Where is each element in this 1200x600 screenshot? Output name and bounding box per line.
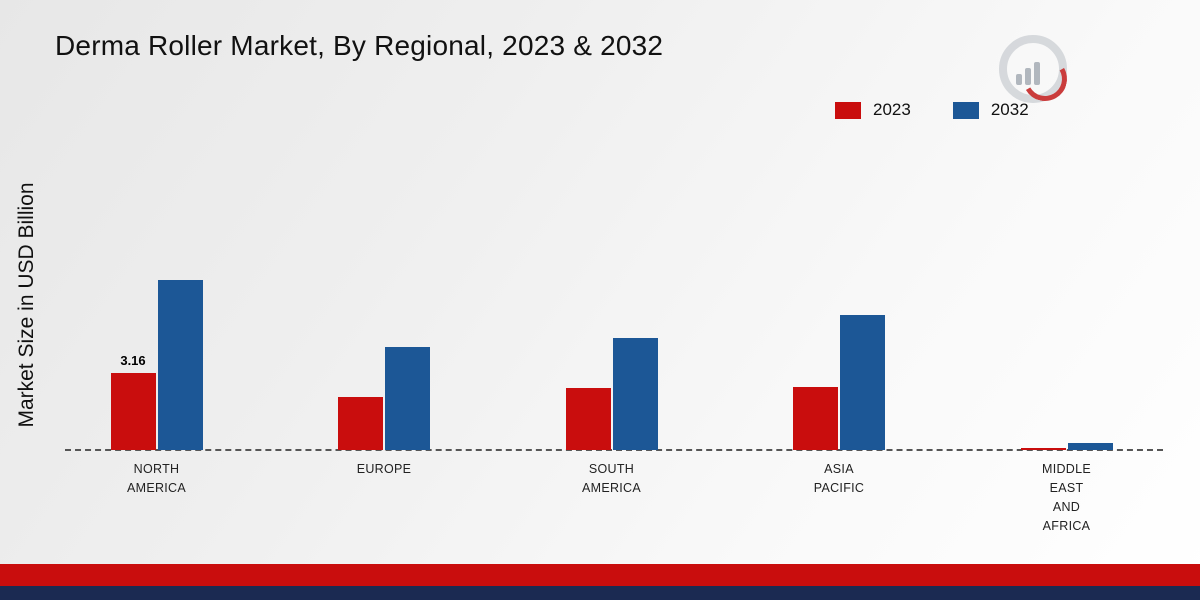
category-label-middle-east-and-africa: MIDDLE EAST AND AFRICA [1041, 462, 1092, 533]
legend-swatch-2032 [952, 101, 979, 119]
bar-2023-asia-pacific [793, 387, 838, 450]
bar-2032-asia-pacific [840, 315, 885, 450]
bar-2023-europe [338, 397, 383, 450]
chart-title: Derma Roller Market, By Regional, 2023 &… [55, 30, 664, 61]
x-axis-baseline [65, 449, 1163, 451]
market-research-logo [995, 33, 1072, 107]
legend-item-2032: 2032 [952, 100, 1029, 120]
footer-navy-bar [0, 586, 1200, 600]
plot-area: NORTH AMERICA EUROPE SOUTH AMERICA ASIA PACIFI… [65, 150, 1163, 533]
data-label-2023-north-america: 3.16 [120, 353, 146, 368]
bar-2032-europe [385, 347, 430, 450]
category-label-europe: EUROPE [356, 462, 412, 476]
bar-2032-middle-east-and-africa [1067, 443, 1113, 450]
logo-barchart-icon [1016, 74, 1022, 85]
bar-2023-south-america [565, 388, 611, 450]
logo-barchart-icon [1025, 68, 1031, 85]
logo-ring-icon [999, 35, 1067, 103]
legend-label-2032: 2032 [990, 100, 1029, 119]
bar-2032-north-america [157, 280, 203, 450]
bar-2023-north-america [110, 373, 156, 450]
bar-2032-south-america [612, 338, 658, 450]
category-label-asia-pacific: ASIA PACIFIC [813, 462, 865, 495]
footer-red-bar [0, 564, 1200, 586]
bar-2023-middle-east-and-africa [1020, 448, 1066, 450]
legend-item-2023: 2023 [835, 100, 911, 120]
legend-swatch-2023 [835, 101, 861, 119]
legend: 2023 2032 [835, 100, 1029, 120]
logo-barchart-icon [1034, 62, 1040, 85]
y-axis-label: Market Size in USD Billion [15, 182, 38, 428]
category-label-north-america: NORTH AMERICA [126, 462, 187, 495]
category-label-south-america: SOUTH AMERICA [581, 462, 642, 495]
legend-label-2023: 2023 [873, 100, 911, 119]
